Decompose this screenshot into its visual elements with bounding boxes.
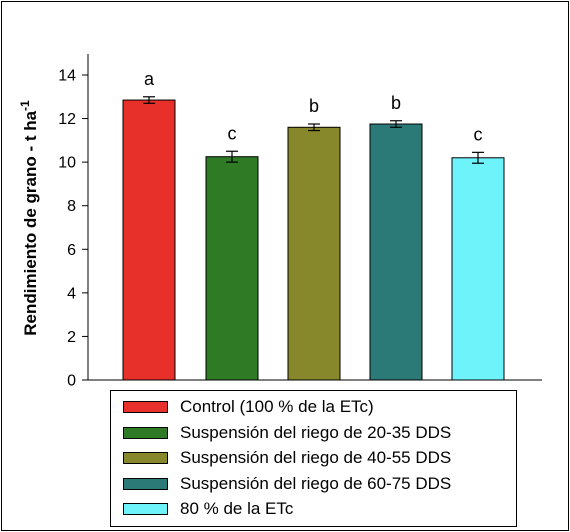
significance-label: b [309, 96, 319, 116]
significance-label: c [228, 123, 237, 143]
bar [451, 157, 505, 381]
legend-label: Suspensión del riego de 60-75 DDS [180, 473, 452, 493]
y-tick-label: 2 [67, 329, 76, 346]
error-bar [472, 151, 484, 164]
legend-swatch [123, 426, 168, 439]
y-axis-title: Rendimiento de grano - t ha-1 [18, 100, 40, 336]
y-axis-title-superscript: -1 [18, 100, 32, 111]
legend-entry: 80 % de la ETc [123, 497, 293, 521]
bar [205, 156, 259, 381]
legend-swatch [123, 503, 168, 515]
y-tick-label: 8 [67, 198, 76, 215]
bar [122, 99, 176, 381]
y-axis-title-text: Rendimiento de grano - t ha [21, 110, 40, 335]
error-bar [390, 120, 402, 128]
bars: a c b b c [122, 69, 505, 381]
legend-entry: Suspensión del riego de 40-55 DDS [123, 446, 451, 470]
y-tick-label: 6 [67, 242, 76, 259]
y-tick-label: 0 [67, 373, 76, 388]
legend-swatch [123, 401, 168, 413]
error-bar [308, 123, 320, 132]
legend-swatch [123, 452, 168, 464]
y-ticks: 0 2 4 6 8 10 12 14 [58, 68, 88, 388]
significance-label: b [391, 93, 401, 113]
legend-entry: Suspensión del riego de 60-75 DDS [123, 472, 451, 496]
y-tick-label: 12 [58, 111, 76, 128]
significance-label: a [144, 69, 155, 89]
legend-label: Control (100 % de la ETc) [180, 397, 374, 416]
legend-label: Suspensión del riego de 20-35 DDS [180, 422, 452, 442]
legend: Control (100 % de la ETc) Suspensión del … [110, 390, 517, 527]
y-tick-label: 14 [58, 68, 76, 85]
legend-entry: Control (100 % de la ETc) [123, 395, 374, 419]
error-bar [226, 150, 238, 163]
bar [369, 123, 423, 381]
y-tick-label: 10 [58, 155, 76, 172]
legend-label: Suspensión del riego de 40-55 DDS [180, 448, 452, 467]
significance-label: c [474, 124, 483, 144]
error-bar [143, 96, 155, 104]
y-tick-label: 4 [67, 285, 76, 302]
legend-label: 80 % de la ETc [180, 499, 294, 518]
bar-chart: 0 2 4 6 8 10 12 14 a c b b c Rendimiento de grano -… [18, 54, 542, 388]
legend-entry: Suspensión del riego de 20-35 DDS [123, 421, 451, 445]
legend-swatch [123, 477, 168, 490]
bar [287, 126, 341, 381]
